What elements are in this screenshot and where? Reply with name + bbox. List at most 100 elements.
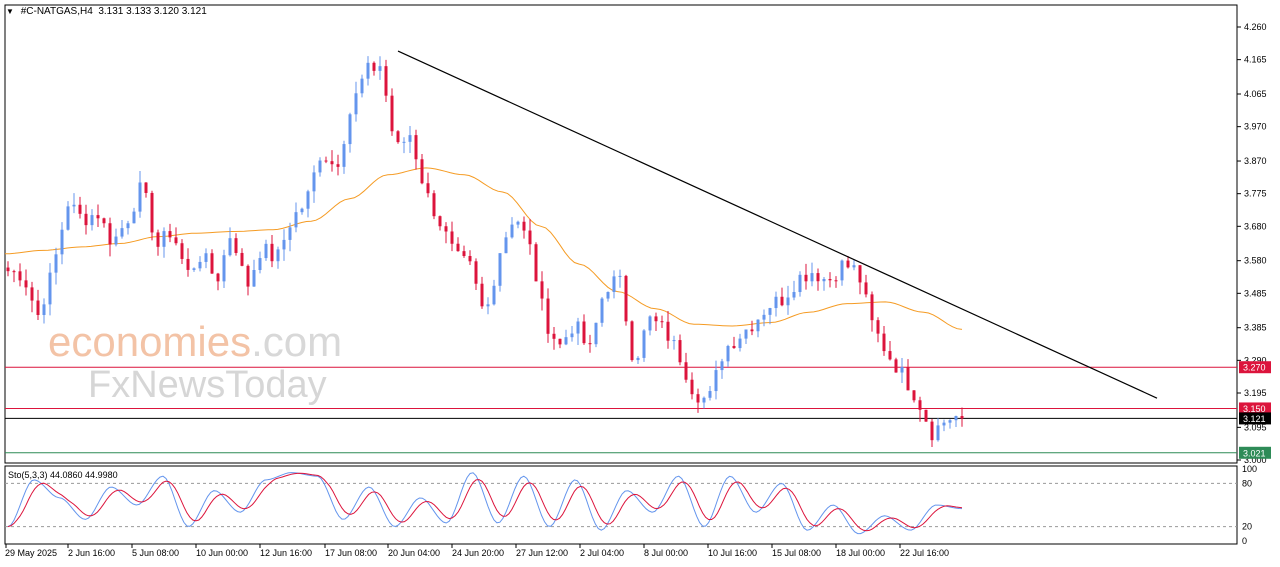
candle-body [540, 281, 544, 299]
candle-body [828, 279, 832, 281]
candle-body [798, 274, 802, 293]
candle-body [678, 340, 682, 363]
time-tick-label: 24 Jun 20:00 [452, 548, 504, 558]
time-tick-label: 12 Jun 16:00 [260, 548, 312, 558]
candle-body [174, 237, 178, 244]
trend-line[interactable] [397, 50, 1158, 399]
ohlc-readout: 3.131 3.133 3.120 3.121 [98, 6, 207, 17]
candle-body [252, 270, 256, 287]
candle-body [618, 275, 622, 277]
main-pane-frame [4, 4, 1238, 464]
price-tag-label: 3.150 [1243, 404, 1266, 414]
time-tick-label: 20 Jun 04:00 [388, 548, 440, 558]
candle-body [924, 409, 928, 422]
candle-body [12, 271, 16, 273]
candle-body [648, 316, 652, 331]
candle-body [66, 206, 70, 230]
candle-body [906, 367, 910, 391]
candle-body [420, 159, 424, 184]
candle-body [774, 296, 778, 309]
time-tick-label: 2 Jun 16:00 [68, 548, 115, 558]
time-tick-label: 10 Jun 00:00 [196, 548, 248, 558]
candle-body [156, 232, 160, 247]
trendline [397, 50, 1158, 399]
candle-body [840, 260, 844, 281]
candle-body [528, 230, 532, 245]
candle-body [510, 224, 514, 238]
candle-body [702, 397, 706, 403]
collapse-triangle-icon[interactable]: ▼ [6, 7, 14, 16]
candle-body [654, 316, 658, 322]
time-tick-label: 27 Jun 12:00 [516, 548, 568, 558]
candle-body [276, 249, 280, 262]
candle-body [30, 287, 34, 301]
candle-body [6, 267, 10, 272]
candle-body [492, 285, 496, 305]
candle-body [714, 370, 718, 392]
candle-body [198, 261, 202, 269]
candle-body [36, 300, 40, 315]
candle-body [258, 258, 262, 271]
candle-body [120, 228, 124, 237]
stoch-tick-label: 0 [1242, 536, 1247, 546]
candle-body [552, 333, 556, 339]
candle-body [102, 218, 106, 224]
candle-body [582, 321, 586, 344]
candle-body [216, 273, 220, 282]
candle-body [756, 319, 760, 332]
candle-body [486, 304, 490, 307]
candle-body [78, 204, 82, 214]
time-axis: 29 May 2025 2 Jun 16:00 5 Jun 08:00 10 Jun … [5, 544, 949, 558]
price-tag-label: 3.021 [1243, 448, 1266, 458]
candle-body [300, 208, 304, 213]
price-tick-label: 3.000 [1244, 455, 1267, 465]
price-tick-label: 3.580 [1244, 256, 1267, 266]
candle-body [852, 265, 856, 268]
candle-body [576, 321, 580, 334]
time-tick-label: 2 Jul 04:00 [580, 548, 624, 558]
candle-body [558, 338, 562, 345]
price-tag [1239, 412, 1271, 425]
candle-body [888, 351, 892, 360]
candle-body [516, 221, 520, 225]
candle-body [768, 308, 772, 315]
candle-body [954, 416, 958, 421]
candle-body [606, 292, 610, 299]
candle-body [762, 314, 766, 320]
candle-body [870, 294, 874, 321]
symbol-label: #C-NATGAS,H4 [20, 6, 93, 17]
candle-body [390, 95, 394, 132]
candle-body [834, 280, 838, 282]
candle-body [72, 204, 76, 207]
candle-body [522, 221, 526, 231]
stoch-tick-label: 80 [1242, 478, 1252, 488]
candle-body [282, 239, 286, 250]
candle-body [114, 236, 118, 245]
indicator-label: Sto(5,3,3) 44.0860 44.9980 [8, 470, 118, 480]
candle-body [60, 229, 64, 255]
candle-body [186, 258, 190, 270]
candle-body [672, 340, 676, 342]
candle-body [930, 421, 934, 441]
time-tick-label: 17 Jun 08:00 [325, 548, 377, 558]
candle-body [546, 298, 550, 334]
chart-header: ▼ #C-NATGAS,H4 3.131 3.133 3.120 3.121 [6, 6, 207, 17]
time-tick-label: 22 Jul 16:00 [900, 548, 949, 558]
candle-body [144, 182, 148, 193]
candle-body [780, 296, 784, 306]
candle-body [168, 231, 172, 238]
price-tick-label: 3.485 [1244, 288, 1267, 298]
candle-body [474, 261, 478, 284]
candle-body [366, 62, 370, 79]
candle-body [564, 337, 568, 345]
candle-body [294, 212, 298, 228]
price-tick-label: 3.870 [1244, 156, 1267, 166]
candle-body [726, 345, 730, 362]
candle-body [150, 192, 154, 233]
candle-body [864, 282, 868, 295]
candle-body [264, 243, 268, 259]
candle-body [900, 367, 904, 373]
price-tick-label: 3.680 [1244, 221, 1267, 231]
candle-body [90, 215, 94, 226]
